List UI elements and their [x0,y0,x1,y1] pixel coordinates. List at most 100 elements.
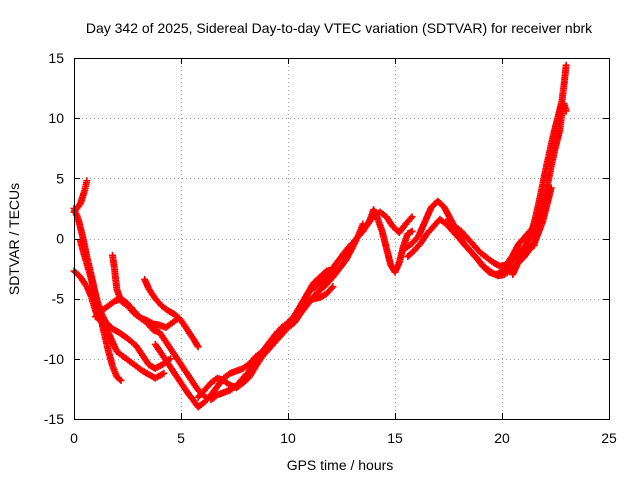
data-point [265,343,273,351]
data-point [151,364,159,372]
data-point [530,242,538,250]
data-point [145,361,153,369]
data-point [427,203,435,211]
data-point [124,299,131,307]
data-point [188,376,196,384]
tick-layer: 0 5 10 15 20 25 -15 -10 -5 0 5 10 15 [44,50,617,446]
data-point [81,253,89,261]
data-point [462,242,470,250]
data-point [85,267,93,275]
data-point [113,285,121,293]
series-track-2 [70,177,91,216]
data-point [201,386,209,394]
data-point [515,256,523,264]
series-trace [93,295,207,399]
data-point [177,316,185,324]
data-point [483,254,491,262]
data-point [149,326,157,334]
series-track-10 [207,283,337,404]
data-point [76,200,84,208]
data-point [109,338,117,346]
data-point [316,273,324,281]
data-point [138,367,146,375]
data-point [408,213,416,221]
data-point [104,328,112,336]
data-point [338,253,345,261]
data-point [132,362,140,370]
data-point [415,232,423,240]
data-point [160,369,168,377]
data-point [342,256,350,264]
data-point [442,220,450,228]
x-tick-label: 5 [177,430,185,446]
data-point [194,386,202,394]
data-point [102,319,110,327]
data-point [124,334,131,342]
data-point [213,374,221,382]
data-point [162,324,170,332]
data-point [284,321,292,329]
y-axis-label: SDTVAR / TECUs [6,183,22,295]
data-point [213,383,221,391]
data-point [226,386,234,394]
data-point [404,253,412,261]
data-point [156,328,164,336]
data-point [421,218,429,226]
data-point [94,298,102,306]
x-tick-label: 0 [70,430,78,446]
data-point [233,381,241,389]
data-point [115,328,123,336]
data-point [104,302,112,310]
series-track-8 [151,266,337,411]
data-point [440,203,448,211]
data-point [171,310,179,318]
data-point [299,297,307,305]
data-point [119,352,127,360]
data-point [402,220,410,228]
data-point [496,262,504,270]
data-layer [70,61,570,411]
data-point [104,346,112,354]
data-point [239,364,247,372]
data-point [91,313,99,321]
data-point [76,237,84,245]
data-point [145,285,153,293]
data-point [158,350,166,358]
data-point [181,367,189,375]
data-point [509,251,517,259]
data-point [350,237,358,245]
x-tick-label: 20 [494,430,510,446]
data-point [370,206,378,214]
data-point [359,227,367,235]
series-trace [195,222,366,400]
series-track-6 [91,295,209,400]
data-point [109,251,117,259]
y-tick-label: -15 [44,411,64,427]
data-point [111,266,119,274]
data-point [395,228,403,236]
data-point [278,328,286,336]
data-point [79,232,87,240]
data-point [522,242,530,250]
data-point [194,393,202,401]
data-point [408,227,416,235]
data-point [130,307,138,315]
data-point [417,239,425,247]
data-point [194,343,202,351]
y-tick-label: 0 [56,231,64,247]
data-point [74,215,82,223]
data-point [481,263,489,271]
data-point [389,222,397,230]
data-point [109,362,117,370]
data-point [141,275,149,283]
data-point [408,239,416,247]
data-point [539,206,547,214]
data-point [318,278,326,286]
y-tick-label: 15 [48,50,64,66]
data-point [323,290,331,298]
data-point [562,107,570,115]
data-point [126,357,134,365]
data-point [83,283,91,291]
data-point [335,265,343,273]
series-track-17 [530,100,570,250]
